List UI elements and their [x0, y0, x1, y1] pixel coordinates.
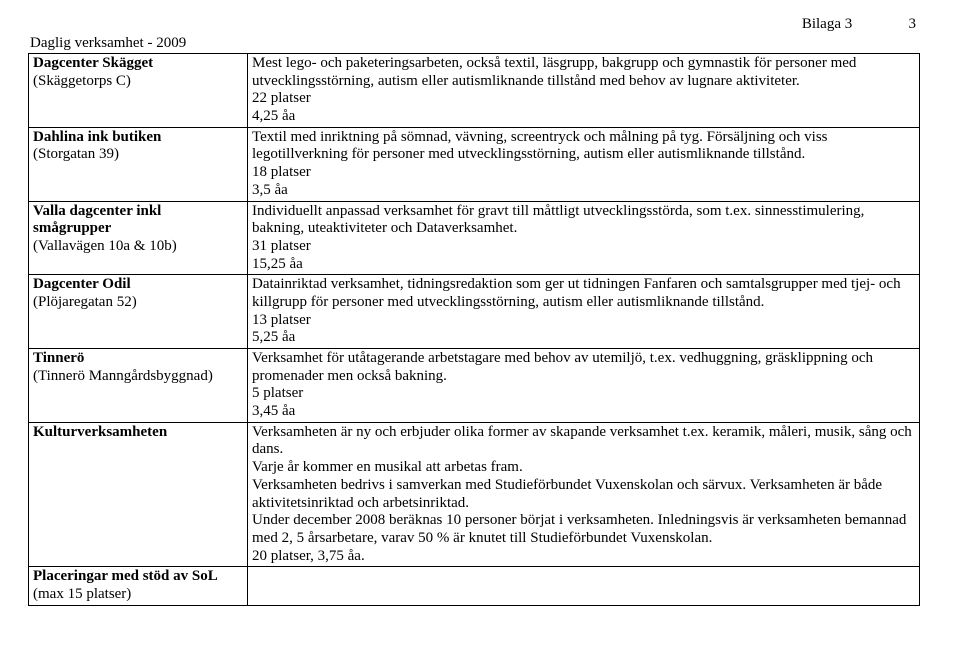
- row-description-cell: Datainriktad verksamhet, tidningsredakti…: [248, 275, 920, 349]
- row-description-line: 15,25 åa: [252, 256, 915, 274]
- row-description-line: 31 platser: [252, 238, 915, 256]
- row-description-line: 22 platser: [252, 90, 915, 108]
- row-name-cell: Dahlina ink butiken(Storgatan 39): [29, 127, 248, 201]
- row-name: Dahlina ink butiken: [33, 129, 161, 145]
- table-row: Dahlina ink butiken(Storgatan 39)Textil …: [29, 127, 920, 201]
- row-location: (Vallavägen 10a & 10b): [33, 238, 177, 254]
- row-description-line: Varje år kommer en musikal att arbetas f…: [252, 459, 915, 477]
- row-description-cell: Verksamhet för utåtagerande arbetstagare…: [248, 349, 920, 423]
- row-description-cell: Individuellt anpassad verksamhet för gra…: [248, 201, 920, 275]
- page-header: Bilaga 3 3: [28, 16, 920, 33]
- row-name-cell: Dagcenter Skägget (Skäggetorps C): [29, 54, 248, 128]
- row-location: (max 15 platser): [33, 586, 131, 602]
- row-description-line: 13 platser: [252, 312, 915, 330]
- row-location: (Skäggetorps C): [33, 73, 131, 89]
- row-description-line: Verksamhet för utåtagerande arbetstagare…: [252, 350, 915, 385]
- row-name: Placeringar med stöd av SoL: [33, 568, 218, 584]
- row-description-cell: [248, 567, 920, 605]
- row-description-line: Verksamheten är ny och erbjuder olika fo…: [252, 424, 915, 459]
- appendix-label: Bilaga 3: [802, 16, 852, 32]
- table-row: Kulturverksamheten Verksamheten är ny och…: [29, 422, 920, 567]
- row-description-line: Mest lego- och paketeringsarbeten, också…: [252, 55, 915, 90]
- table-row: Tinnerö (Tinnerö Manngårdsbyggnad) Verksam…: [29, 349, 920, 423]
- row-description-cell: Mest lego- och paketeringsarbeten, också…: [248, 54, 920, 128]
- row-name: Dagcenter Odil: [33, 276, 131, 292]
- table-row: Valla dagcenter inkl smågrupper(Vallaväg…: [29, 201, 920, 275]
- row-description-line: 3,45 åa: [252, 403, 915, 421]
- row-name: Dagcenter Skägget: [33, 55, 153, 71]
- row-description-line: Verksamheten bedrivs i samverkan med Stu…: [252, 477, 915, 512]
- page-number: 3: [856, 16, 916, 33]
- row-location: (Tinnerö Manngårdsbyggnad): [33, 368, 213, 384]
- row-name-cell: Dagcenter Odil (Plöjaregatan 52): [29, 275, 248, 349]
- row-name: Valla dagcenter inkl smågrupper: [33, 203, 161, 237]
- row-location: (Storgatan 39): [33, 146, 119, 162]
- document-page: Bilaga 3 3 Daglig verksamhet - 2009 Dagc…: [0, 0, 960, 658]
- activities-table: Dagcenter Skägget (Skäggetorps C) Mest leg…: [28, 53, 920, 606]
- row-name: Kulturverksamheten: [33, 424, 167, 440]
- row-location: (Plöjaregatan 52): [33, 294, 137, 310]
- row-name-cell: Valla dagcenter inkl smågrupper(Vallaväg…: [29, 201, 248, 275]
- row-description-cell: Textil med inriktning på sömnad, vävning…: [248, 127, 920, 201]
- row-description-line: 20 platser, 3,75 åa.: [252, 548, 915, 566]
- row-description-line: 3,5 åa: [252, 182, 915, 200]
- row-description-line: 5,25 åa: [252, 329, 915, 347]
- document-title: Daglig verksamhet - 2009: [30, 35, 920, 52]
- row-description-line: 5 platser: [252, 385, 915, 403]
- row-name-cell: Placeringar med stöd av SoL (max 15 plats…: [29, 567, 248, 605]
- row-name-cell: Kulturverksamheten: [29, 422, 248, 567]
- row-name-cell: Tinnerö (Tinnerö Manngårdsbyggnad): [29, 349, 248, 423]
- row-description-line: Datainriktad verksamhet, tidningsredakti…: [252, 276, 915, 311]
- row-name: Tinnerö: [33, 350, 84, 366]
- table-row: Dagcenter Odil (Plöjaregatan 52) Datainrik…: [29, 275, 920, 349]
- row-description-line: 18 platser: [252, 164, 915, 182]
- table-row: Placeringar med stöd av SoL (max 15 plats…: [29, 567, 920, 605]
- table-row: Dagcenter Skägget (Skäggetorps C) Mest leg…: [29, 54, 920, 128]
- row-description-cell: Verksamheten är ny och erbjuder olika fo…: [248, 422, 920, 567]
- row-description-line: Textil med inriktning på sömnad, vävning…: [252, 129, 915, 164]
- row-description-line: Under december 2008 beräknas 10 personer…: [252, 512, 915, 547]
- row-description-line: Individuellt anpassad verksamhet för gra…: [252, 203, 915, 238]
- row-description-line: 4,25 åa: [252, 108, 915, 126]
